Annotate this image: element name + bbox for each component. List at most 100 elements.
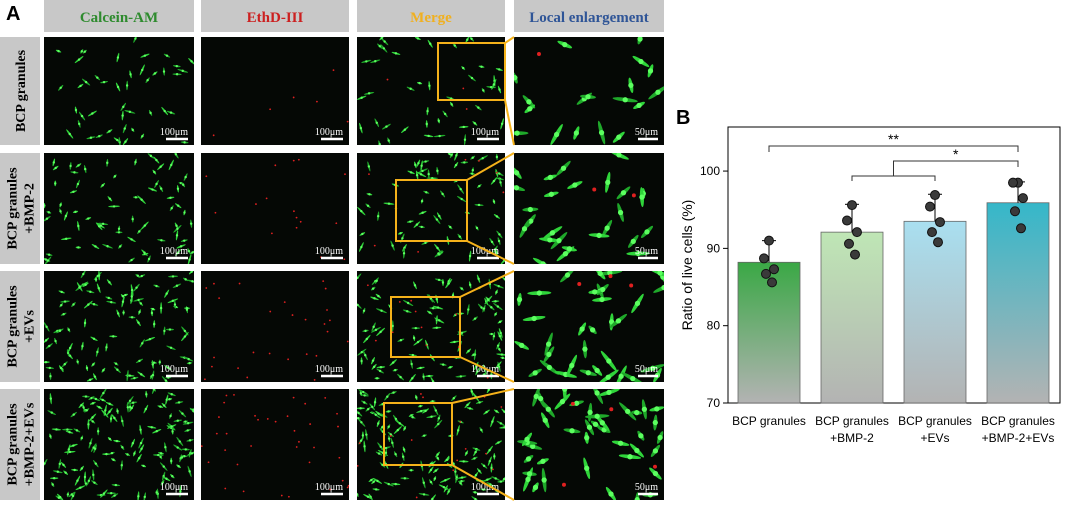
- nucleus: [403, 427, 406, 430]
- nucleus: [168, 397, 171, 401]
- nucleus: [157, 453, 160, 457]
- dead-cell: [269, 108, 272, 111]
- nucleus: [138, 359, 141, 363]
- nucleus: [447, 282, 450, 285]
- nucleus: [176, 446, 179, 449]
- nucleus: [168, 328, 172, 331]
- nucleus: [371, 287, 375, 290]
- nucleus: [639, 194, 645, 200]
- nucleus: [415, 396, 418, 399]
- data-point: [1016, 223, 1026, 234]
- nucleus: [519, 342, 525, 349]
- nucleus: [362, 309, 366, 312]
- nucleus: [531, 315, 537, 322]
- nucleus: [411, 416, 414, 419]
- nucleus: [452, 397, 456, 400]
- nucleus: [371, 359, 375, 362]
- nucleus: [367, 165, 371, 168]
- nucleus: [145, 393, 148, 396]
- dead-cell: [225, 432, 228, 435]
- row-label: +BMP-2+EVs: [23, 402, 38, 486]
- nucleus: [46, 259, 50, 262]
- nucleus: [600, 286, 606, 293]
- dead-cell: [420, 393, 422, 395]
- nucleus: [634, 300, 641, 307]
- nucleus: [91, 420, 94, 423]
- nucleus: [91, 416, 94, 419]
- nucleus: [492, 334, 496, 338]
- nucleus: [183, 239, 186, 242]
- nucleus: [139, 302, 143, 305]
- nucleus: [360, 421, 363, 424]
- y-tick-label: 80: [707, 319, 721, 333]
- nucleus: [186, 429, 189, 432]
- nucleus: [366, 204, 370, 207]
- nucleus: [78, 285, 81, 289]
- dead-cell: [218, 416, 220, 418]
- nucleus: [184, 278, 187, 281]
- significance-bracket: [768, 145, 1019, 152]
- nucleus: [360, 96, 363, 99]
- nucleus: [60, 290, 63, 294]
- nucleus: [44, 339, 48, 342]
- dead-cell: [537, 52, 541, 56]
- nucleus: [573, 130, 579, 136]
- nucleus: [87, 479, 91, 483]
- nucleus: [399, 339, 403, 342]
- dead-cell: [653, 464, 657, 469]
- nucleus: [116, 312, 120, 315]
- nucleus: [478, 401, 481, 404]
- nucleus: [497, 284, 500, 288]
- nucleus: [495, 290, 498, 294]
- nucleus: [72, 413, 75, 416]
- nucleus: [491, 420, 494, 423]
- nucleus: [147, 257, 151, 261]
- nucleus: [437, 422, 440, 426]
- nucleus: [371, 405, 374, 409]
- row-label: BCP granules: [6, 285, 21, 368]
- nucleus: [546, 351, 552, 358]
- nucleus: [434, 409, 438, 412]
- nucleus: [107, 296, 110, 300]
- nucleus: [44, 204, 46, 207]
- nucleus: [495, 155, 499, 159]
- dead-cell: [308, 461, 311, 464]
- nucleus: [141, 68, 144, 72]
- nucleus: [130, 238, 133, 241]
- nucleus: [594, 367, 600, 374]
- nucleus: [419, 366, 422, 370]
- dead-cell: [492, 468, 494, 471]
- y-tick-label: 70: [707, 396, 721, 410]
- image-bg: [201, 389, 349, 500]
- nucleus: [92, 337, 96, 340]
- nucleus: [485, 410, 488, 414]
- nucleus: [498, 88, 501, 91]
- nucleus: [179, 490, 182, 493]
- nucleus: [630, 375, 636, 382]
- image-bg: [514, 153, 664, 264]
- nucleus: [431, 497, 434, 500]
- nucleus: [357, 276, 359, 280]
- nucleus: [378, 369, 382, 373]
- nucleus: [541, 477, 547, 483]
- data-point: [850, 249, 860, 260]
- nucleus: [87, 303, 90, 306]
- nucleus: [379, 330, 382, 334]
- nucleus: [436, 306, 440, 309]
- micrograph: 100μm: [357, 271, 505, 382]
- micrograph: 100μm: [201, 153, 349, 264]
- nucleus: [59, 86, 62, 90]
- nucleus: [587, 409, 593, 415]
- nucleus: [177, 465, 180, 468]
- nucleus: [374, 328, 378, 332]
- nucleus: [58, 329, 62, 333]
- image-bg: [357, 37, 505, 145]
- nucleus: [466, 403, 469, 407]
- nucleus: [402, 252, 406, 255]
- dead-cell: [410, 439, 413, 441]
- nucleus: [128, 110, 132, 114]
- nucleus: [415, 223, 419, 226]
- nucleus: [468, 407, 472, 410]
- nucleus: [521, 226, 528, 232]
- nucleus: [403, 128, 407, 131]
